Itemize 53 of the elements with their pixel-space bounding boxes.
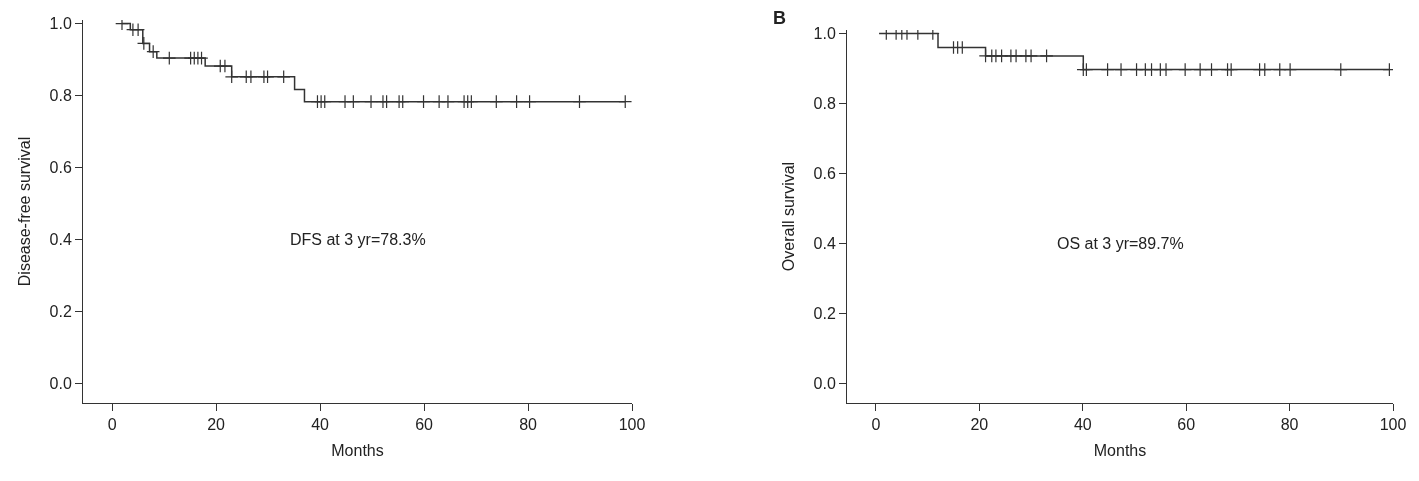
- y-tick-label: 0.4: [813, 235, 836, 253]
- point: [115, 20, 129, 31]
- x-axis-title: Months: [1093, 441, 1147, 459]
- point: [224, 69, 239, 84]
- point: [441, 94, 455, 109]
- point: [379, 94, 394, 109]
- x-tick-label: 0: [107, 416, 117, 434]
- y-tick-label: 0.2: [49, 302, 72, 320]
- y-tick-label: 0.8: [49, 87, 72, 105]
- point: [509, 94, 524, 109]
- point: [244, 69, 258, 84]
- y-axis-title: Disease-free survival: [16, 136, 34, 287]
- point: [416, 94, 431, 109]
- point: [276, 69, 291, 84]
- point: [364, 94, 378, 109]
- x-tick-label: 40: [311, 416, 330, 434]
- point: [162, 51, 177, 66]
- y-axis-title: Overall survival: [780, 161, 798, 272]
- point: [464, 94, 479, 109]
- point: [572, 94, 587, 109]
- x-axis-title: Months: [331, 441, 384, 459]
- chart-title: B: [773, 8, 786, 28]
- point: [218, 59, 232, 73]
- x-tick-label: 0: [871, 416, 881, 434]
- annotation: DFS at 3 yr=78.3%: [290, 231, 426, 248]
- x-tick-label: 100: [1379, 416, 1407, 434]
- x-tick-label: 100: [618, 416, 646, 434]
- x-tick-label: 20: [207, 416, 226, 434]
- y-tick-label: 0.4: [49, 230, 72, 248]
- point: [346, 94, 361, 109]
- y-tick-label: 0.6: [813, 165, 836, 183]
- x-tick-label: 80: [519, 416, 538, 434]
- point: [136, 36, 151, 51]
- point: [522, 94, 537, 109]
- y-tick-label: 0.0: [49, 374, 72, 392]
- point: [618, 94, 632, 109]
- y-tick-label: 0.6: [49, 159, 72, 177]
- annotation: OS at 3 yr=89.7%: [1057, 235, 1184, 252]
- x-tick-label: 20: [970, 416, 989, 434]
- x-tick-label: 40: [1073, 416, 1092, 434]
- y-tick-label: 0.2: [813, 305, 836, 323]
- y-tick-label: 0.8: [813, 95, 836, 113]
- y-tick-label: 1.0: [49, 15, 72, 33]
- point: [489, 94, 504, 109]
- x-tick-label: 60: [1177, 416, 1196, 434]
- x-tick-label: 80: [1280, 416, 1299, 434]
- x-tick-label: 60: [415, 416, 434, 434]
- point: [260, 69, 275, 84]
- point: [146, 44, 161, 59]
- y-tick-label: 0.0: [813, 375, 836, 393]
- point: [131, 22, 146, 37]
- point: [395, 94, 410, 109]
- y-tick-label: 1.0: [813, 25, 836, 43]
